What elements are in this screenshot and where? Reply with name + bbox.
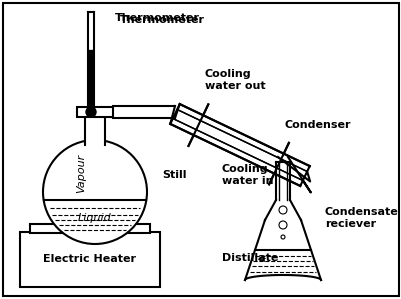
- Bar: [85, 115, 105, 145]
- Text: Distillate: Distillate: [221, 253, 277, 263]
- Circle shape: [86, 107, 96, 117]
- Text: Vapour: Vapour: [76, 153, 86, 193]
- Bar: [20, 232, 160, 287]
- Text: Thermometer: Thermometer: [115, 13, 200, 23]
- Text: Thermometer: Thermometer: [120, 15, 205, 25]
- Circle shape: [43, 140, 147, 244]
- Text: Electric Heater: Electric Heater: [43, 254, 136, 265]
- Bar: [30, 224, 150, 233]
- Bar: [77, 107, 113, 117]
- Text: Cooling
water in: Cooling water in: [221, 164, 273, 186]
- Text: Still: Still: [162, 170, 186, 180]
- Polygon shape: [170, 104, 309, 186]
- Text: Liquid: Liquid: [78, 213, 111, 223]
- Text: Condenser: Condenser: [284, 120, 350, 130]
- Text: Condensate
reciever: Condensate reciever: [324, 207, 398, 229]
- Text: Cooling
water out: Cooling water out: [205, 69, 265, 91]
